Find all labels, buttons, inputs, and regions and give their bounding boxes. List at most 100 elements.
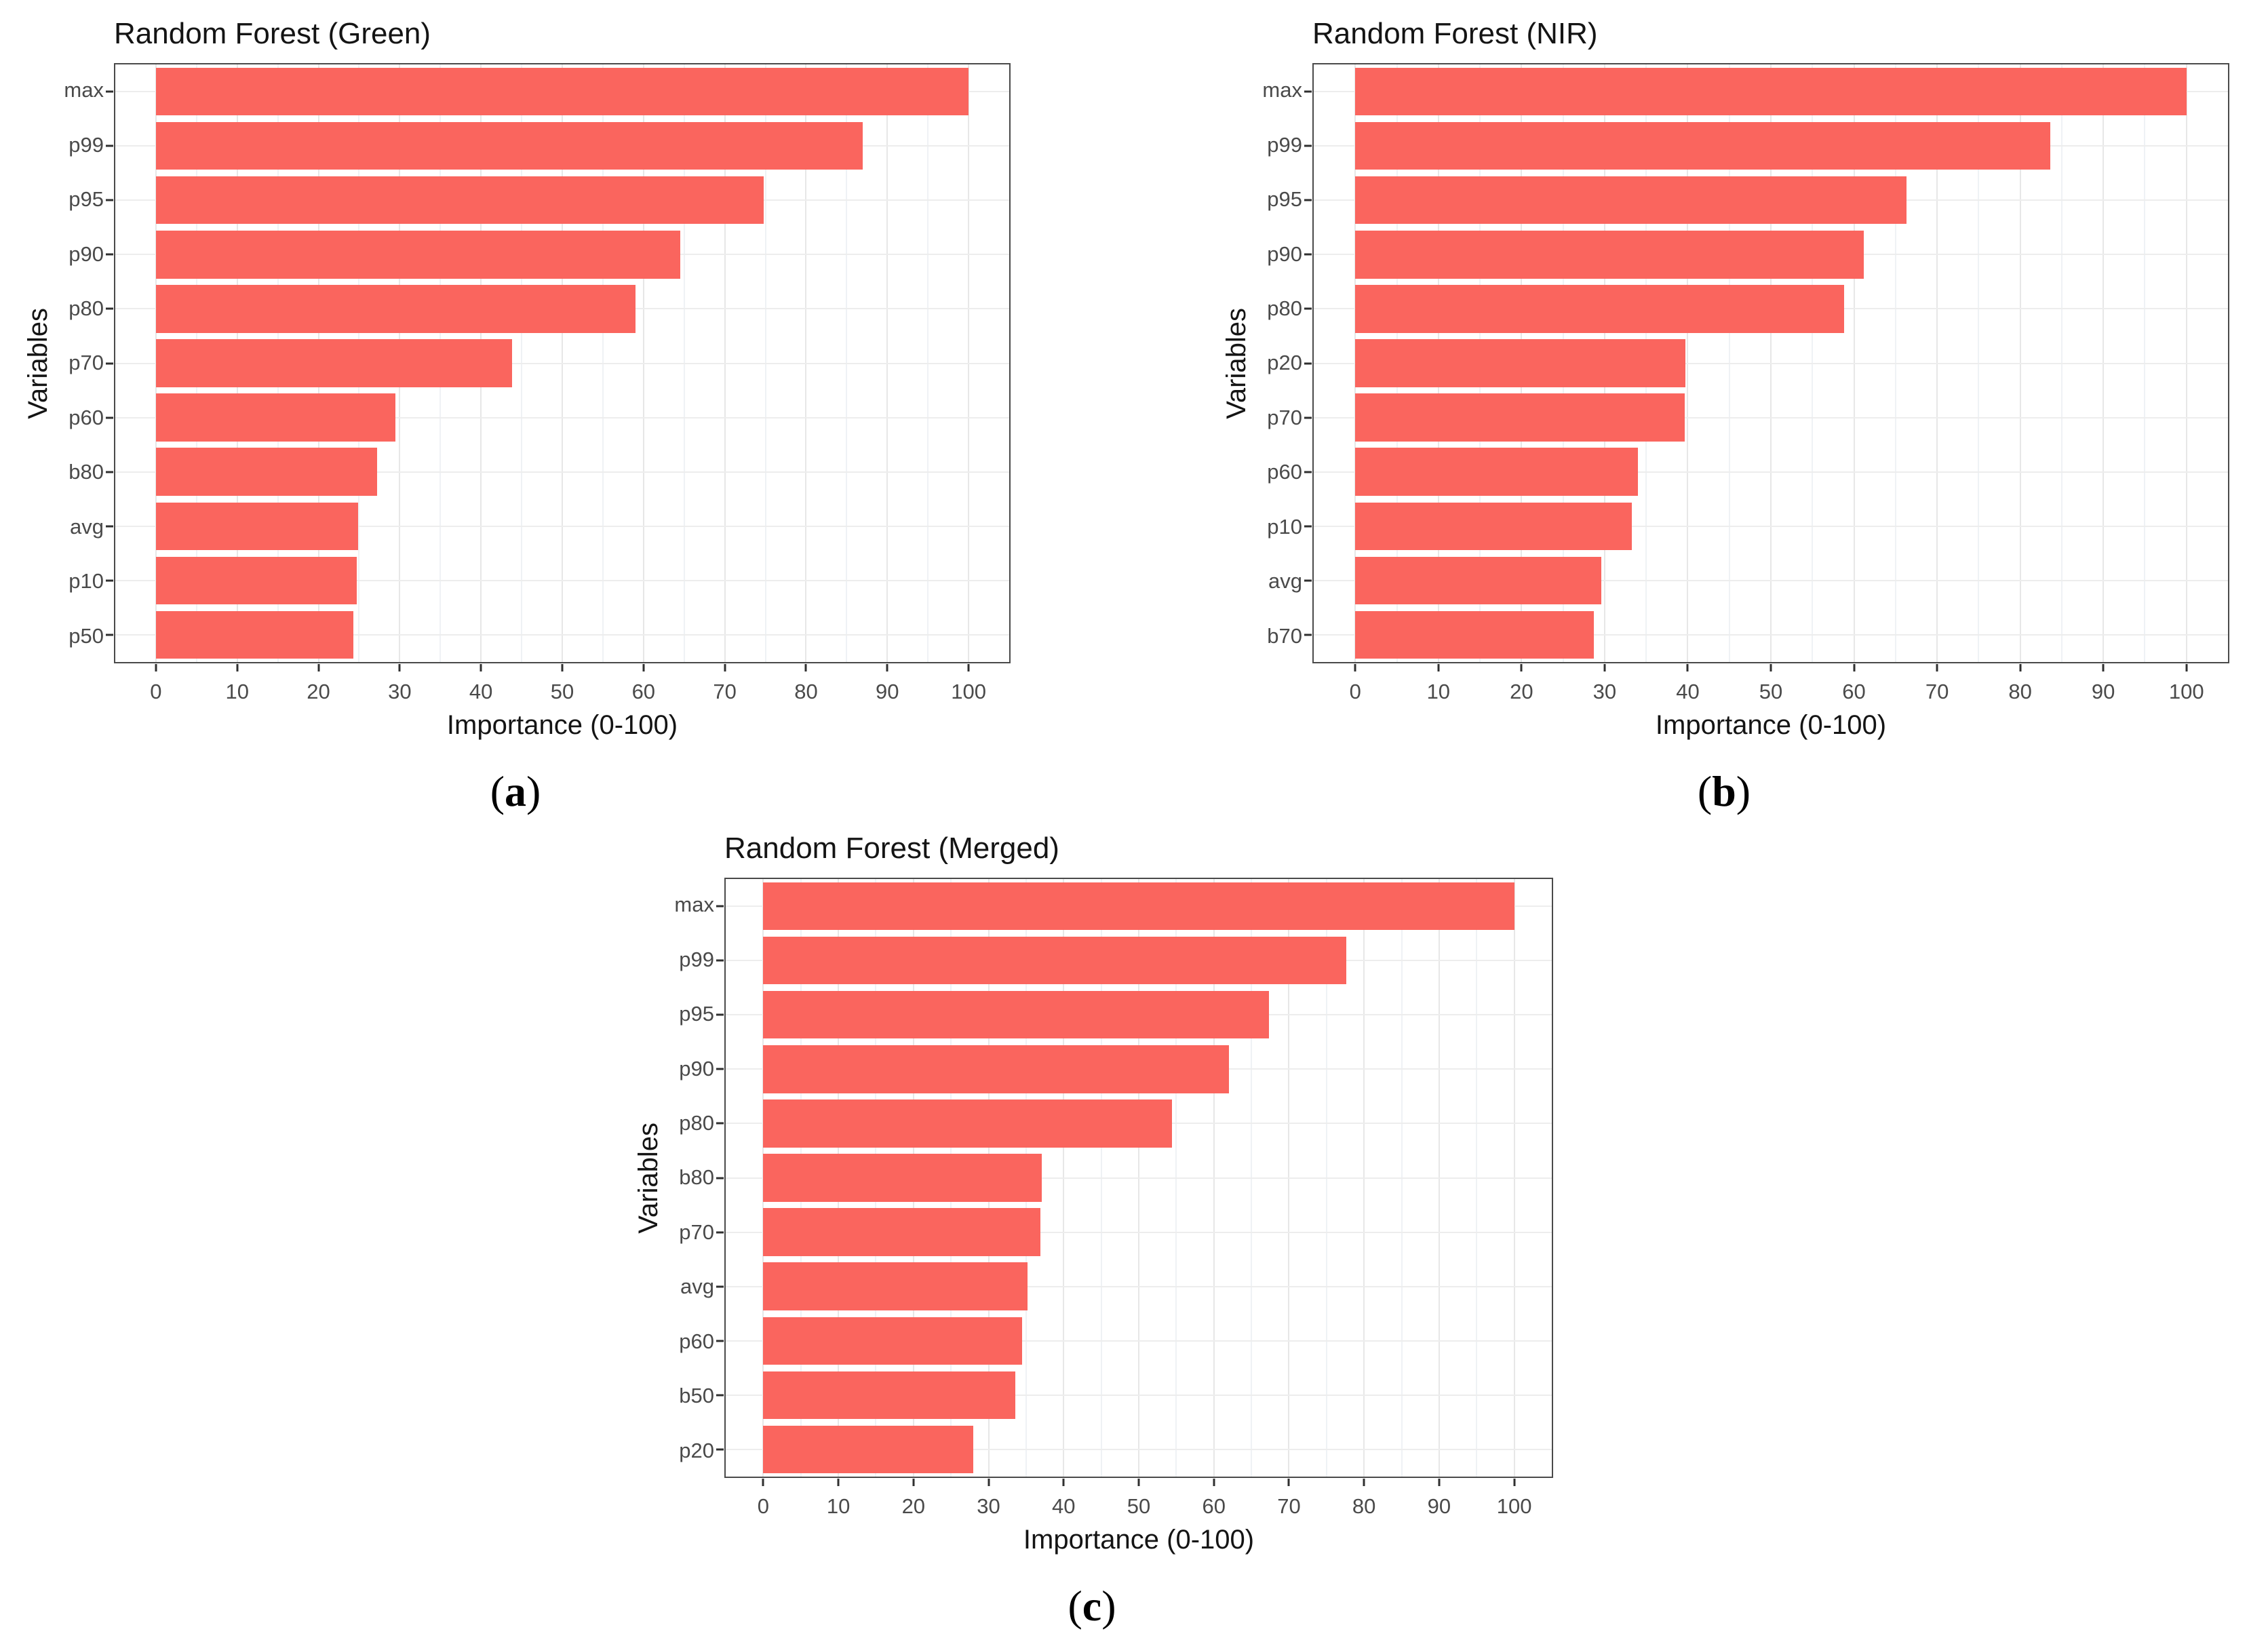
x-tick-label: 70 xyxy=(1925,680,1949,703)
bar-p90 xyxy=(1355,231,1864,279)
y-tick-mark xyxy=(1304,199,1312,201)
bar-p80 xyxy=(1355,285,1844,333)
y-tick-label: p95 xyxy=(679,1002,714,1026)
bar-b70 xyxy=(1355,610,1594,659)
subfigure-label-text: c xyxy=(1082,1582,1102,1630)
bar-p70 xyxy=(1355,393,1685,442)
y-tick-mark xyxy=(106,579,113,582)
x-axis-title: Importance (0-100) xyxy=(1655,710,1887,740)
bar-p95 xyxy=(155,176,764,225)
bar-p60 xyxy=(763,1317,1023,1365)
y-tick-mark xyxy=(1304,362,1312,364)
y-tick-mark xyxy=(1304,90,1312,93)
bar-p50 xyxy=(155,610,354,659)
x-tick-label: 10 xyxy=(826,1494,850,1518)
chart-title: Random Forest (Merged) xyxy=(724,832,1059,865)
y-tick-mark xyxy=(106,634,113,636)
gridline-horizontal xyxy=(115,634,1009,636)
bar-p60 xyxy=(1355,448,1638,496)
y-tick-labels: max p99 p95 p90 p80 b80 p70 avg p60 b50 p20 xyxy=(666,878,724,1478)
x-tick-label: 90 xyxy=(2091,680,2115,703)
bar-p80 xyxy=(763,1099,1172,1148)
bar-avg xyxy=(1355,556,1601,605)
y-tick-mark xyxy=(716,905,724,908)
x-tick-mark xyxy=(804,664,807,671)
x-tick-mark xyxy=(1437,664,1440,671)
x-tick-label: 80 xyxy=(794,680,818,703)
x-tick-mark xyxy=(2102,664,2105,671)
y-tick-label: p70 xyxy=(69,351,104,375)
subfigure-label-text: ( xyxy=(1697,767,1713,815)
y-axis-title: Variables xyxy=(20,63,56,663)
y-tick-mark xyxy=(106,144,113,147)
gridline-horizontal xyxy=(1314,579,2228,581)
y-tick-label: p20 xyxy=(679,1438,714,1462)
x-tick-label: 30 xyxy=(388,680,412,703)
x-tick-label: 40 xyxy=(1676,680,1700,703)
y-tick-label: b50 xyxy=(679,1384,714,1408)
subfigure-label-text: ( xyxy=(490,767,505,815)
gridline-horizontal xyxy=(726,1231,1552,1233)
chart-body: Variables max p99 p95 p90 p80 p70 p60 b80 avg p10… xyxy=(20,63,1011,740)
y-tick-mark xyxy=(106,307,113,310)
subfigure-label-text: ( xyxy=(1068,1582,1082,1630)
y-tick-label: max xyxy=(674,893,714,917)
y-tick-label: p60 xyxy=(679,1329,714,1353)
y-tick-mark xyxy=(1304,144,1312,147)
y-axis-title: Variables xyxy=(631,878,666,1478)
bar-p99 xyxy=(155,121,863,170)
y-tick-mark xyxy=(106,362,113,364)
x-tick-mark xyxy=(1936,664,1938,671)
chart-body: Variables max p99 p95 p90 p80 b80 p70 avg p60 b50… xyxy=(631,878,1553,1555)
y-axis-title-text: Variables xyxy=(1221,307,1251,419)
gridline-horizontal xyxy=(726,1394,1552,1396)
y-tick-label: p10 xyxy=(69,569,104,593)
gridline-horizontal xyxy=(1314,471,2228,473)
y-tick-label: p90 xyxy=(69,241,104,266)
x-tick-mark xyxy=(2019,664,2022,671)
x-tick-mark xyxy=(1603,664,1606,671)
y-tick-label: p99 xyxy=(69,132,104,157)
y-tick-mark xyxy=(716,1177,724,1179)
panel: Importance (0-100) 0 10 20 30 40 50 60 70 80 90 10… xyxy=(716,878,1553,1555)
x-tick-label: 0 xyxy=(150,680,162,703)
x-tick-label: 100 xyxy=(1496,1494,1532,1518)
x-tick-label: 50 xyxy=(1759,680,1783,703)
y-axis-title-text: Variables xyxy=(22,307,53,419)
y-tick-mark xyxy=(1304,307,1312,310)
x-tick-label: 20 xyxy=(901,1494,926,1518)
x-tick-label: 20 xyxy=(1510,680,1533,703)
x-tick-mark xyxy=(317,664,320,671)
x-tick-label: 30 xyxy=(977,1494,1000,1518)
y-tick-label: p80 xyxy=(1267,296,1302,321)
x-tick-mark xyxy=(155,664,157,671)
x-tick-label: 60 xyxy=(631,680,656,703)
y-tick-mark xyxy=(1304,416,1312,419)
x-tick-mark xyxy=(480,664,482,671)
y-tick-mark xyxy=(716,1340,724,1342)
x-tick-label: 90 xyxy=(1427,1494,1451,1518)
y-tick-label: p95 xyxy=(1267,187,1302,212)
y-tick-mark xyxy=(1304,579,1312,582)
bar-avg xyxy=(763,1262,1028,1310)
bar-p70 xyxy=(763,1208,1040,1256)
gridline-horizontal xyxy=(1314,634,2228,636)
y-axis-title-text: Variables xyxy=(633,1122,663,1234)
y-tick-label: avg xyxy=(680,1274,714,1299)
bar-avg xyxy=(155,502,359,550)
x-tick-mark xyxy=(1438,1479,1441,1486)
bar-p95 xyxy=(763,990,1269,1039)
y-tick-label: p70 xyxy=(679,1220,714,1244)
x-tick-mark xyxy=(398,664,401,671)
bar-max xyxy=(763,882,1514,931)
x-tick-mark xyxy=(1137,1479,1140,1486)
bar-b80 xyxy=(763,1154,1042,1202)
y-tick-mark xyxy=(716,1231,724,1234)
chart-nir: Random Forest (NIR) Variables max p99 p95 p… xyxy=(1219,17,2229,817)
y-tick-mark xyxy=(106,525,113,528)
x-axis-title: Importance (0-100) xyxy=(446,710,678,740)
bar-p70 xyxy=(155,339,512,387)
x-tick-mark xyxy=(2185,664,2188,671)
gridline-horizontal xyxy=(115,579,1009,581)
y-tick-mark xyxy=(716,1122,724,1125)
